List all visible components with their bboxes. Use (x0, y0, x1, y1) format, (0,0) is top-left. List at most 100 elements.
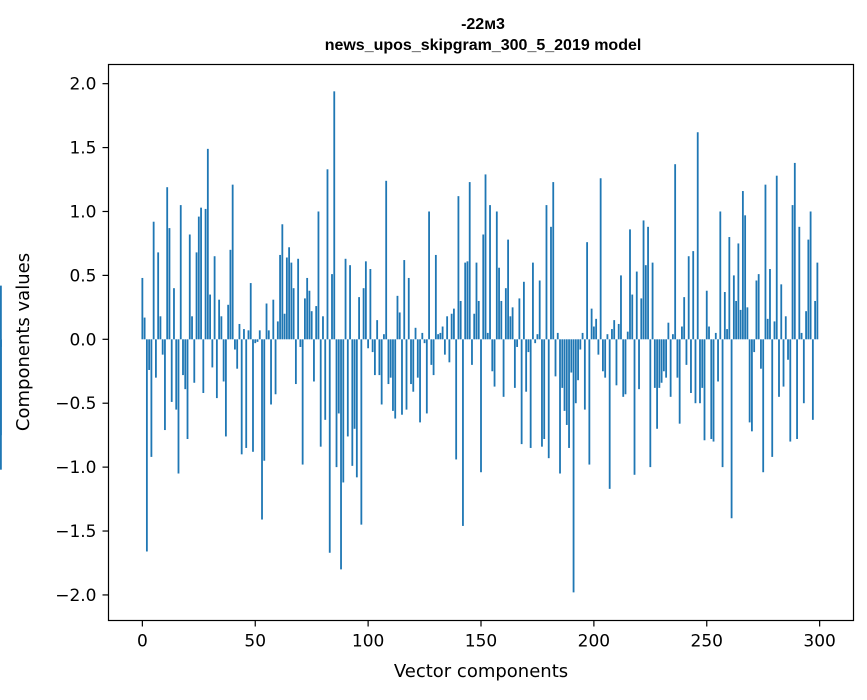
bar-115 (401, 339, 403, 415)
bar-271 (753, 339, 756, 353)
bar-218 (633, 339, 636, 475)
bar-236 (674, 164, 677, 340)
bar-128 (430, 339, 433, 365)
bar-173 (532, 262, 534, 340)
bar-91 (346, 339, 349, 437)
bar-296 (809, 211, 812, 340)
bar-196 (583, 339, 586, 410)
bar-283 (780, 284, 783, 340)
y-tick-label: 0.0 (69, 330, 96, 350)
bar-119 (410, 339, 412, 385)
chart-title: -22м3 (461, 16, 505, 33)
bar-140 (457, 196, 460, 340)
bar-204 (602, 339, 604, 372)
x-axis-label: Vector components (394, 661, 568, 682)
bar-206 (606, 334, 609, 340)
bar-12 (168, 228, 171, 340)
bar-101 (369, 269, 372, 340)
bar-280 (773, 321, 776, 340)
bar-178 (543, 339, 546, 440)
bar-28 (204, 208, 207, 340)
bar-220 (638, 339, 640, 390)
x-tick-label: 150 (465, 632, 497, 652)
bar-227 (653, 339, 656, 388)
bar-31 (211, 339, 214, 368)
bar-116 (403, 260, 406, 340)
bar-82 (326, 169, 329, 340)
bar-55 (265, 303, 268, 340)
bar-213 (622, 339, 625, 397)
bar-19 (184, 339, 187, 390)
bar-240 (683, 297, 686, 340)
bar-21 (188, 234, 191, 340)
bar-15 (175, 339, 178, 410)
bar-50 (254, 339, 257, 344)
bar-0 (141, 277, 144, 340)
bar-207 (608, 339, 611, 489)
bar-278 (769, 269, 771, 340)
bar-130 (434, 254, 437, 340)
bar-171 (527, 339, 530, 353)
bar-1 (143, 317, 146, 340)
bar-42 (236, 339, 239, 369)
bar-165 (513, 339, 516, 388)
ticks-layer: 0 50 100 150 200 250 300 2.0 1.5 1.0 0.5 0.0 −0.5 −1.… (55, 75, 836, 652)
bar-4 (150, 339, 153, 457)
y-tick-label: 0.5 (69, 266, 96, 286)
bar-297 (811, 339, 814, 420)
bar-95 (355, 339, 358, 478)
bar-73 (306, 277, 309, 340)
bar-44 (240, 339, 243, 455)
x-tick-label: 200 (578, 632, 610, 652)
bar-175 (536, 334, 539, 340)
bar-287 (789, 339, 792, 442)
y-tick-label: 1.0 (69, 202, 96, 222)
bar-105 (378, 339, 381, 376)
bar-37 (224, 339, 227, 437)
bar-291 (798, 226, 801, 340)
bar-59 (274, 339, 277, 395)
bar-27 (202, 339, 205, 393)
bar-269 (748, 339, 751, 423)
bar-123 (419, 339, 421, 423)
bar-47 (247, 330, 250, 340)
bar-106 (380, 339, 383, 405)
bar-270 (751, 339, 753, 432)
bar-133 (441, 326, 444, 340)
bar-141 (459, 300, 462, 340)
bar-10 (164, 339, 166, 431)
bar-29 (206, 148, 209, 340)
bar-107 (383, 334, 385, 340)
bar-197 (586, 242, 589, 340)
bar-260 (728, 237, 731, 340)
bar-84 (331, 274, 333, 340)
bar-209 (613, 320, 616, 340)
bar-182 (552, 182, 555, 340)
bar-145 (468, 182, 471, 340)
bar-88 (340, 339, 342, 570)
bar-70 (299, 339, 302, 347)
bar-195 (581, 332, 584, 340)
bar-234 (669, 339, 672, 397)
bar-185 (559, 339, 561, 474)
bar-147 (473, 313, 476, 340)
bar-226 (651, 262, 654, 340)
bar-96 (358, 297, 360, 340)
bar-235 (671, 334, 674, 340)
bar-212 (620, 275, 622, 340)
bar-121 (414, 327, 417, 340)
bar-288 (791, 205, 794, 340)
bar-253 (712, 339, 715, 442)
bar-36 (222, 339, 225, 382)
bar-151 (482, 234, 485, 340)
bar-68 (294, 339, 297, 385)
bar-45 (243, 329, 245, 340)
bar-289 (793, 162, 796, 340)
bar-87 (337, 339, 340, 414)
bar-261 (730, 339, 733, 519)
bar-285 (784, 316, 787, 340)
bar-75 (310, 311, 313, 340)
bar-286 (787, 339, 789, 360)
bar-179 (545, 205, 548, 340)
bar-16 (177, 339, 180, 474)
